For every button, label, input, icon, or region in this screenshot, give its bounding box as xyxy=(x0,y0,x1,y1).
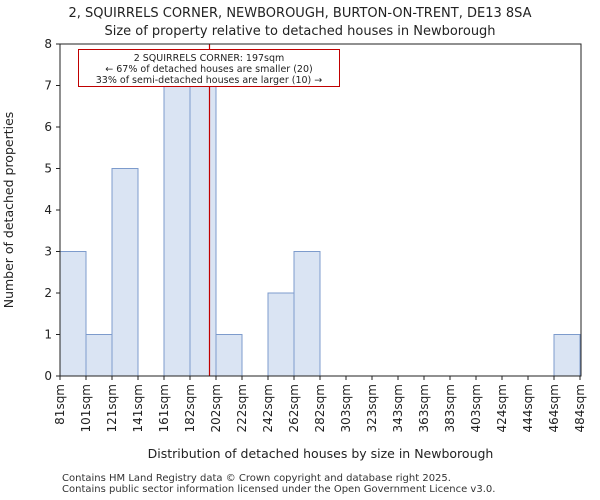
annotation-line-1: 2 SQUIRRELS CORNER: 197sqm xyxy=(133,53,285,64)
footer-licence: Contains public sector information licen… xyxy=(62,484,496,495)
x-tick-label: 444sqm xyxy=(521,384,535,432)
x-tick-label: 383sqm xyxy=(443,384,457,432)
x-tick-label: 222sqm xyxy=(235,384,249,432)
y-axis-label: Number of detached properties xyxy=(1,112,16,309)
chart-subtitle: Size of property relative to detached ho… xyxy=(104,24,496,39)
x-tick-label: 121sqm xyxy=(105,384,119,432)
y-tick-label: 8 xyxy=(44,37,52,51)
bar-121sqm xyxy=(111,168,139,377)
y-tick-label: 7 xyxy=(44,79,52,93)
x-tick-label: 141sqm xyxy=(131,384,145,432)
y-tick-label: 2 xyxy=(44,286,52,300)
bar-161sqm xyxy=(163,85,191,377)
x-tick-label: 484sqm xyxy=(573,384,587,432)
y-tick-label: 5 xyxy=(44,162,52,176)
bar-81sqm xyxy=(59,251,87,377)
x-tick-label: 202sqm xyxy=(209,384,223,432)
bar-182sqm xyxy=(189,85,217,377)
bar-101sqm xyxy=(85,334,113,377)
x-tick-label: 282sqm xyxy=(313,384,327,432)
x-tick-label: 343sqm xyxy=(391,384,405,432)
y-tick-label: 6 xyxy=(44,120,52,134)
bar-262sqm xyxy=(293,251,321,377)
x-tick-label: 464sqm xyxy=(547,384,561,432)
property-annotation-box: 2 SQUIRRELS CORNER: 197sqm ← 67% of deta… xyxy=(78,49,340,87)
x-axis-label: Distribution of detached houses by size … xyxy=(148,446,494,461)
y-tick-label: 4 xyxy=(44,203,52,217)
annotation-line-2: ← 67% of detached houses are smaller (20… xyxy=(105,64,313,75)
x-tick-label: 363sqm xyxy=(417,384,431,432)
bar-464sqm xyxy=(553,334,581,377)
x-tick-label: 81sqm xyxy=(53,384,67,425)
bar-242sqm xyxy=(267,292,295,377)
x-tick-label: 242sqm xyxy=(261,384,275,432)
x-tick-label: 303sqm xyxy=(339,384,353,432)
x-tick-label: 403sqm xyxy=(469,384,483,432)
x-tick-label: 182sqm xyxy=(183,384,197,432)
y-tick-label: 3 xyxy=(44,245,52,259)
y-tick-label: 1 xyxy=(44,328,52,342)
x-tick-label: 323sqm xyxy=(365,384,379,432)
x-tick-label: 262sqm xyxy=(287,384,301,432)
x-tick-label: 424sqm xyxy=(495,384,509,432)
annotation-line-3: 33% of semi-detached houses are larger (… xyxy=(95,75,323,86)
chart-title: 2, SQUIRRELS CORNER, NEWBOROUGH, BURTON-… xyxy=(68,6,532,21)
y-tick-label: 0 xyxy=(44,369,52,383)
footer-copyright: Contains HM Land Registry data © Crown c… xyxy=(62,473,451,484)
x-tick-label: 161sqm xyxy=(157,384,171,432)
x-tick-label: 101sqm xyxy=(79,384,93,432)
bar-202sqm xyxy=(215,334,243,377)
